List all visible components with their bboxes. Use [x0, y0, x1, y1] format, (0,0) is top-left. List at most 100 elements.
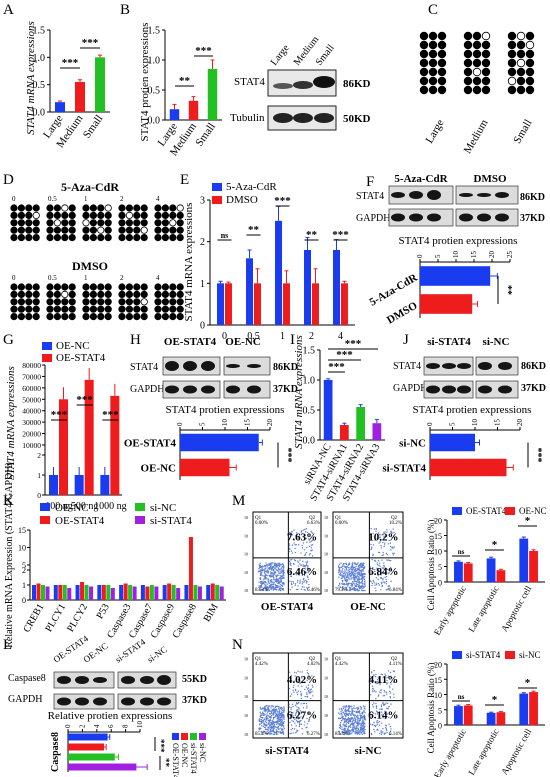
- blot-band: [427, 213, 441, 222]
- event-dot: [277, 578, 280, 580]
- event-dot: [363, 578, 365, 580]
- event-dot: [347, 721, 350, 723]
- event-dot: [304, 589, 307, 591]
- event-dot: [272, 562, 274, 564]
- methylated-dot: [89, 234, 98, 242]
- event-dot: [281, 723, 284, 725]
- event-dot: [277, 568, 280, 570]
- legend-label: OE-STAT4: [55, 515, 105, 527]
- event-dot: [381, 554, 384, 557]
- event-dot: [298, 721, 301, 724]
- event-dot: [280, 721, 282, 724]
- chart-title: Relative protien expressions: [48, 710, 173, 722]
- bar: [323, 380, 333, 440]
- event-dot: [259, 574, 262, 576]
- event-dot: [342, 718, 345, 720]
- event-dot: [292, 562, 295, 565]
- event-dot: [341, 726, 343, 728]
- event-dot: [277, 727, 279, 730]
- event-dot: [306, 693, 308, 695]
- event-dot: [302, 529, 305, 531]
- event-dot: [338, 563, 341, 565]
- methylated-dot: [104, 290, 112, 298]
- event-dot: [272, 714, 275, 716]
- event-dot: [272, 718, 275, 720]
- methylated-dot: [46, 226, 54, 234]
- y-axis-label: STAT4 mRNA expressions: [183, 203, 195, 322]
- blot-label: STAT4: [356, 191, 384, 202]
- event-dot: [354, 729, 357, 731]
- event-dot: [344, 732, 346, 734]
- y-axis-label: STAT4 protien expressions: [139, 23, 151, 142]
- event-dot: [268, 733, 271, 735]
- panel-letter: N: [232, 637, 243, 653]
- event-dot: [300, 697, 303, 700]
- unmethylated-dot: [97, 226, 105, 234]
- y-tick-label: 1.0: [303, 376, 316, 387]
- event-dot: [383, 689, 385, 692]
- event-dot: [352, 568, 354, 570]
- event-dot: [343, 565, 345, 567]
- legend-swatch: [505, 651, 515, 659]
- event-dot: [375, 582, 377, 584]
- event-dot: [384, 582, 386, 584]
- event-dot: [351, 717, 354, 720]
- blot-band: [75, 676, 89, 684]
- x-tick-label: Apoptotic cell: [499, 584, 534, 634]
- methylated-dot: [89, 219, 98, 227]
- event-dot: [359, 719, 361, 722]
- bar: [75, 585, 80, 600]
- quadrant-small-value: 79.2%: [335, 588, 348, 593]
- quadrant-q4-value: 6.46%: [287, 566, 317, 578]
- event-dot: [340, 570, 342, 572]
- y-tick-label: 15: [18, 526, 26, 535]
- event-dot: [273, 570, 275, 572]
- methylated-dot: [161, 204, 169, 212]
- unmethylated-dot: [61, 290, 69, 298]
- event-dot: [291, 552, 294, 554]
- event-dot: [288, 550, 290, 553]
- event-dot: [294, 675, 296, 677]
- x-tick-label: 5: [449, 422, 457, 426]
- event-dot: [274, 714, 277, 717]
- event-dot: [356, 718, 359, 720]
- unmethylated-dot: [32, 211, 40, 219]
- event-dot: [272, 574, 274, 576]
- flow-plot-label: si-NC: [355, 745, 382, 757]
- event-dot: [296, 706, 298, 708]
- methylated-dot: [176, 283, 184, 291]
- event-dot: [363, 707, 366, 710]
- event-dot: [283, 727, 285, 730]
- legend-label: OE-NC: [56, 340, 90, 352]
- event-dot: [282, 712, 284, 714]
- event-dot: [356, 572, 358, 574]
- bar: [75, 81, 85, 112]
- event-dot: [372, 554, 374, 557]
- event-dot: [370, 732, 373, 735]
- event-dot: [257, 570, 260, 572]
- event-dot: [361, 712, 363, 715]
- event-dot: [259, 578, 262, 580]
- event-dot: [262, 711, 264, 714]
- event-dot: [283, 709, 285, 712]
- event-dot: [348, 578, 350, 580]
- methylated-dot: [140, 211, 148, 219]
- event-dot: [362, 567, 365, 569]
- event-dot: [304, 681, 306, 683]
- blot-band: [495, 213, 509, 222]
- event-dot: [275, 577, 278, 579]
- methylated-dot: [53, 204, 62, 212]
- event-dot: [386, 559, 388, 561]
- dose-label: 2: [120, 274, 124, 282]
- methylated-dot: [104, 219, 112, 227]
- event-dot: [308, 583, 310, 586]
- event-dot: [362, 719, 364, 722]
- y-axis-label: STAT4 mRNA expressions: [25, 21, 37, 135]
- event-dot: [289, 532, 292, 534]
- event-dot: [269, 571, 272, 573]
- event-dot: [275, 575, 277, 578]
- event-dot: [301, 685, 303, 687]
- methylated-dot: [154, 226, 162, 234]
- blot-header: si-NC: [145, 644, 168, 665]
